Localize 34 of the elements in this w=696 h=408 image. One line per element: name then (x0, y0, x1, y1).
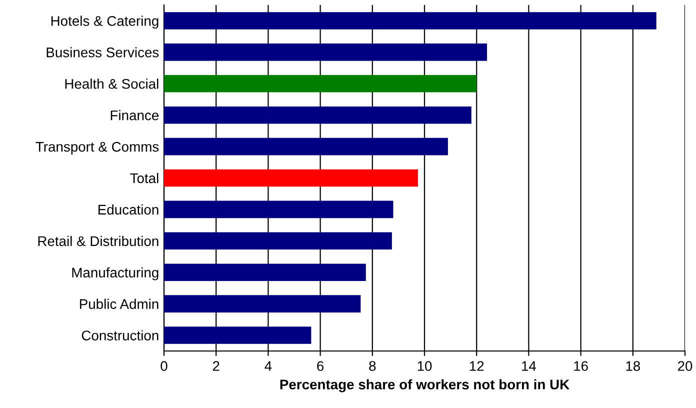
x-tick-label: 6 (317, 361, 324, 371)
bar (164, 44, 488, 61)
bar (164, 264, 366, 282)
bar (164, 200, 394, 218)
x-tick-label: 0 (160, 361, 168, 371)
bar (164, 12, 656, 30)
y-tick-label: Business Services (46, 47, 159, 58)
bar (164, 106, 472, 124)
bar (164, 169, 418, 187)
y-tick-label: Health & Social (65, 78, 158, 89)
bar (164, 326, 312, 344)
x-tick-label: 18 (626, 361, 640, 371)
bar (164, 232, 392, 250)
bar (164, 74, 477, 92)
x-tick-label: 16 (574, 361, 588, 371)
x-tick-label: 20 (678, 361, 692, 371)
bar (164, 138, 448, 156)
bar (164, 295, 361, 312)
y-tick-label: Education (98, 204, 158, 215)
x-axis-title: Percentage share of workers not born in UK (280, 379, 570, 392)
y-tick-label: Total (130, 172, 158, 184)
y-tick-label: Retail & Distribution (38, 236, 158, 246)
y-tick-label: Manufacturing (72, 267, 158, 280)
x-tick-label: 8 (369, 361, 376, 371)
x-tick-label: 14 (522, 361, 536, 371)
y-tick-label: Hotels & Catering (51, 16, 158, 29)
x-tick-label: 2 (212, 361, 220, 371)
x-tick-label: 10 (418, 361, 432, 371)
x-tick-label: 4 (264, 361, 272, 371)
x-tick-label: 12 (470, 361, 484, 371)
y-tick-label: Public Admin (80, 298, 158, 309)
y-tick-label: Transport & Comms (36, 142, 159, 154)
y-tick-label: Finance (110, 110, 159, 120)
y-tick-label: Construction (82, 330, 158, 340)
